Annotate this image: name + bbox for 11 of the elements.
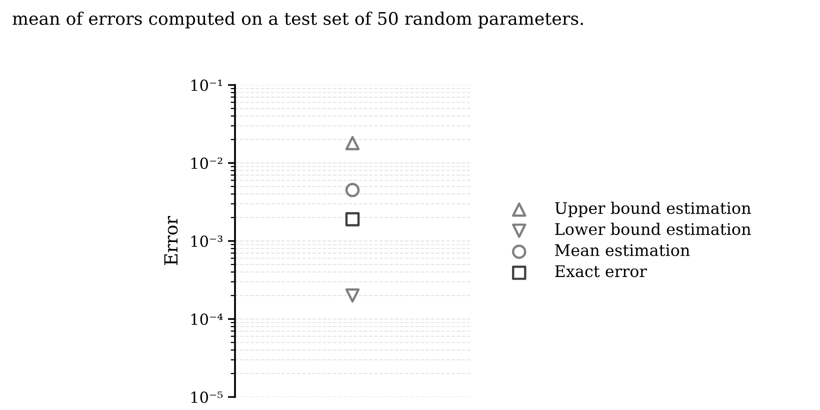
y-tick-label: 10⁻³ [191, 235, 222, 248]
legend-label: Mean estimation [555, 244, 690, 256]
y-tick-label: 10⁻¹ [191, 79, 222, 92]
legend-label: Exact error [555, 265, 647, 278]
y-axis-title: Error [164, 216, 178, 265]
y-tick-label: 10⁻² [191, 157, 222, 170]
y-tick-label: 10⁻⁵ [191, 391, 223, 404]
y-tick-label: 10⁻⁴ [191, 313, 223, 326]
legend-label: Lower bound estimation [555, 222, 751, 236]
text: mean of errors computed on a test set of 50 random parameters. [12, 12, 583, 28]
legend-label: Upper bound estimation [555, 202, 751, 218]
